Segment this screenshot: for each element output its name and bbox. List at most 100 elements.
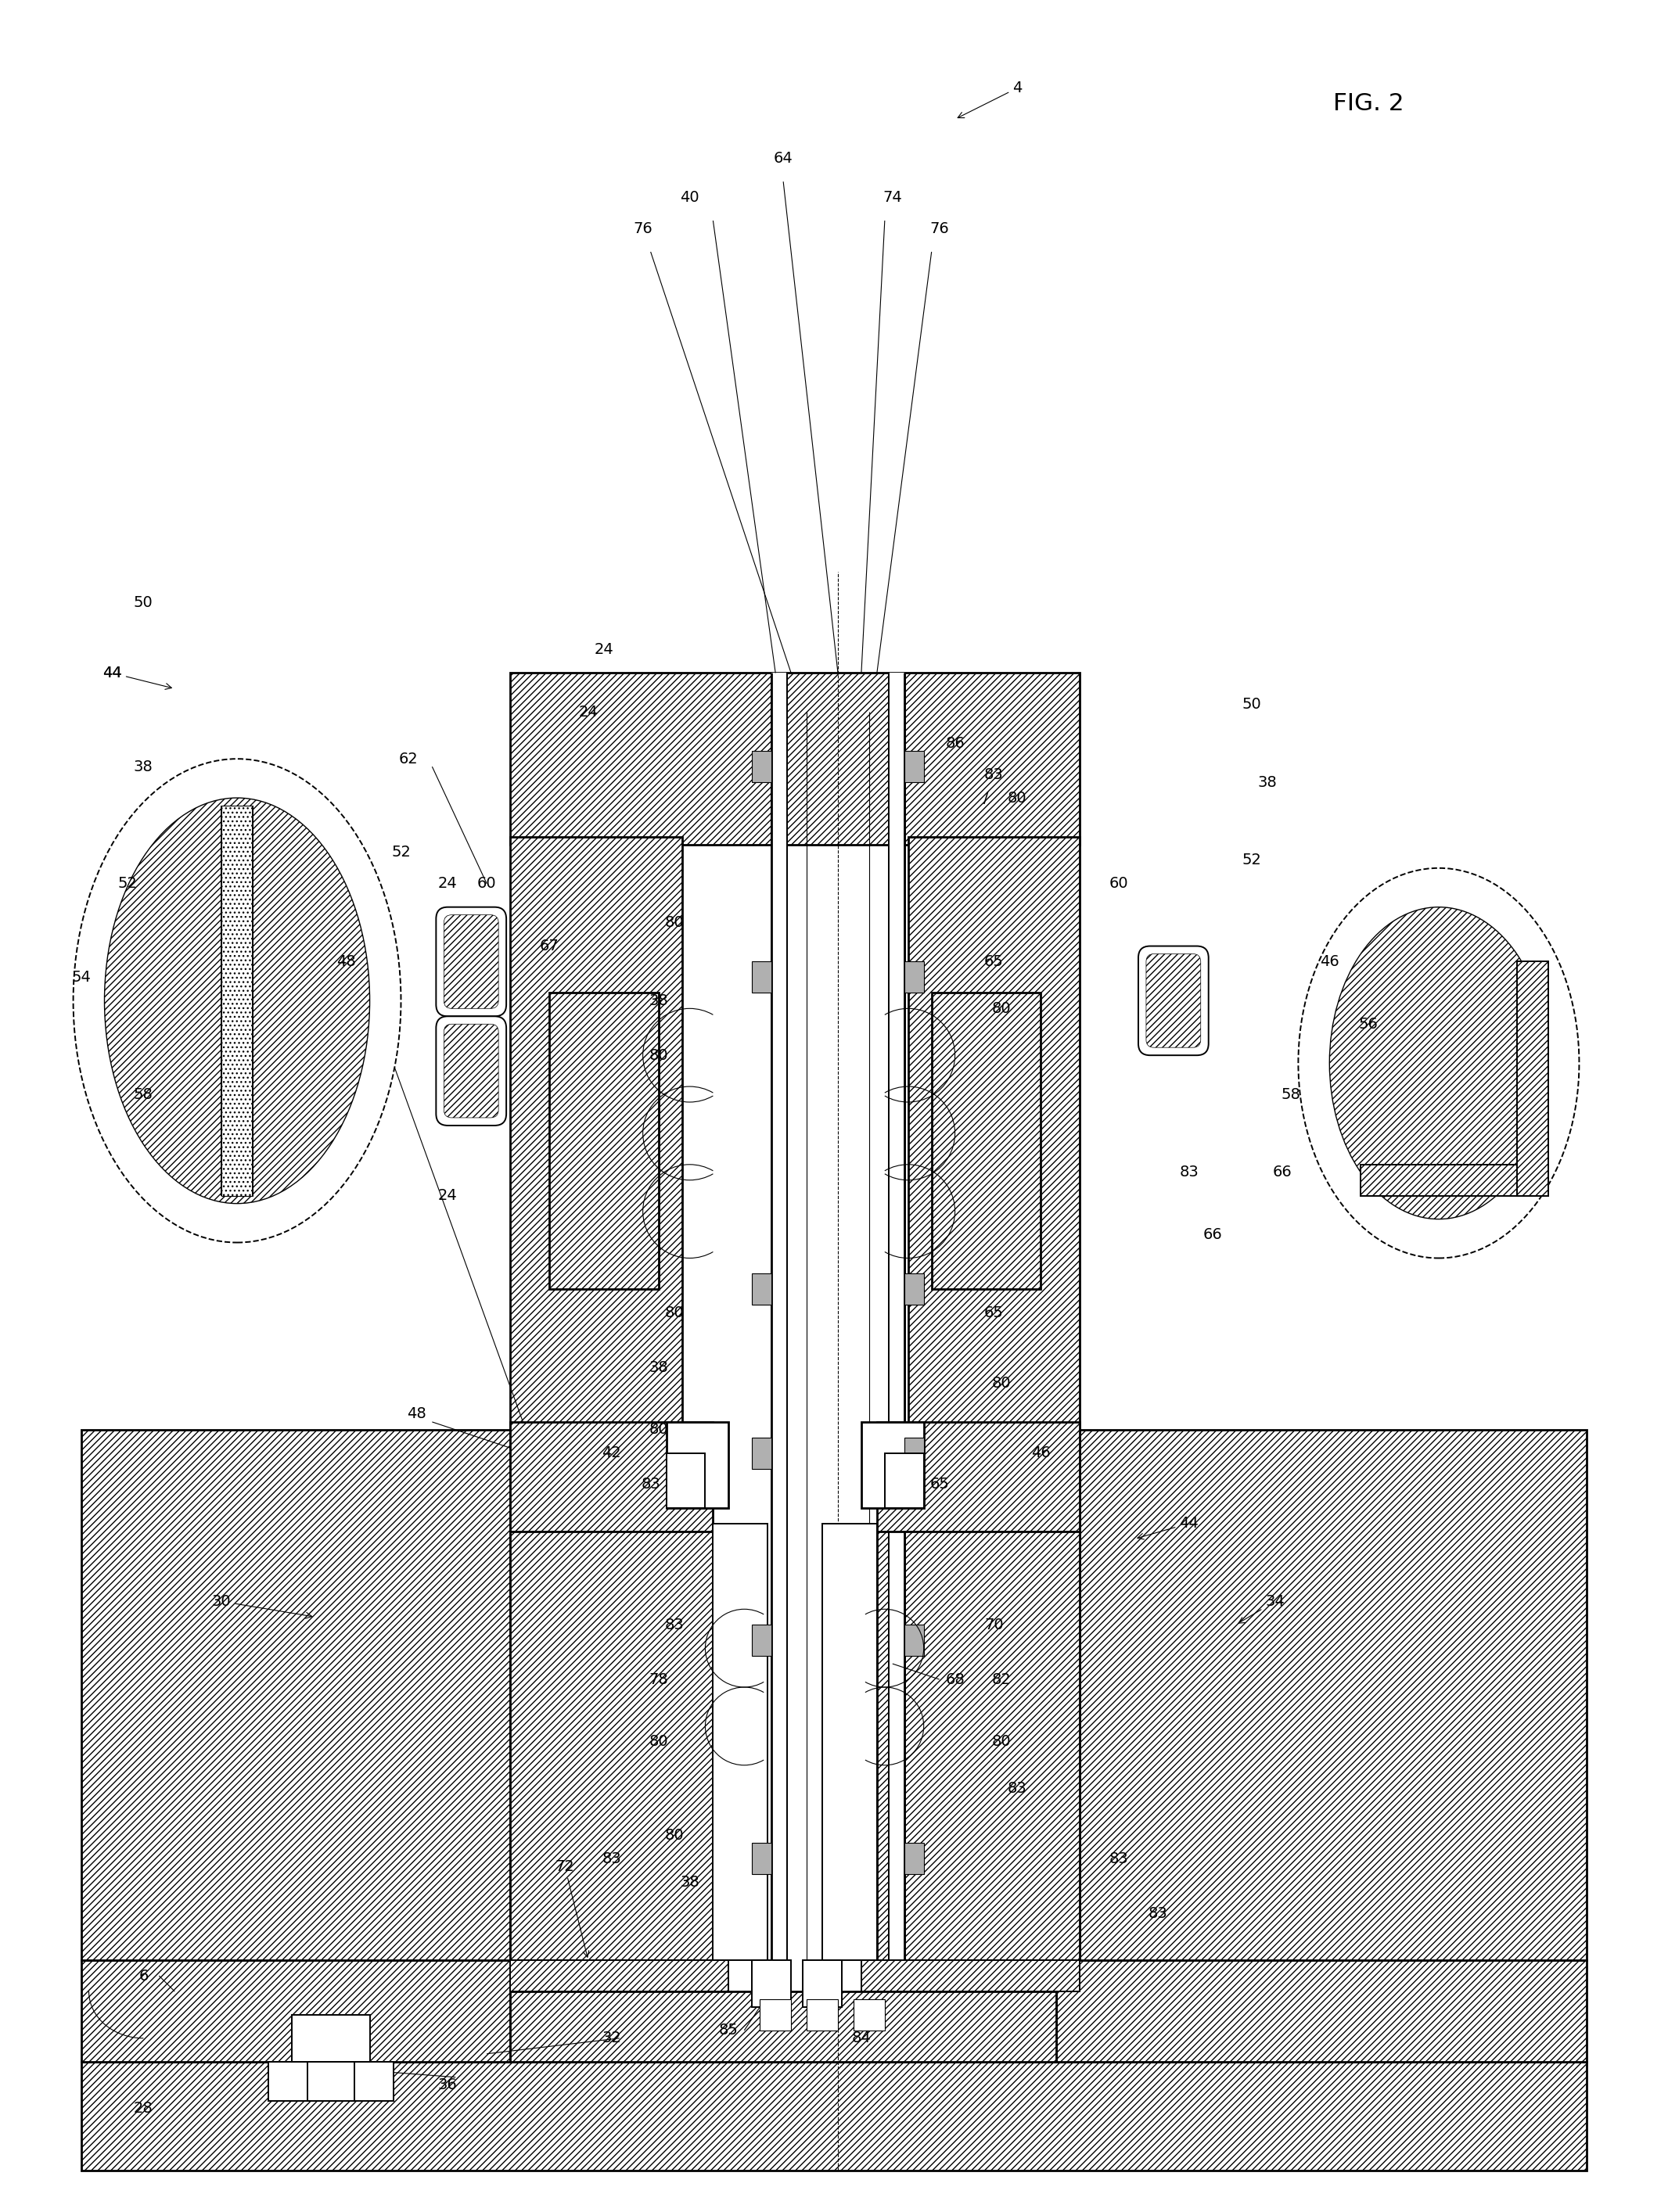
Text: 82: 82 [992, 1672, 1011, 1688]
Text: 52: 52 [1241, 854, 1261, 867]
FancyBboxPatch shape [1146, 953, 1201, 1048]
Text: 80: 80 [992, 1734, 1011, 1750]
Text: 38: 38 [1258, 774, 1276, 790]
Bar [904, 1626, 924, 1657]
Bar [807, 2000, 837, 2031]
FancyBboxPatch shape [444, 1024, 499, 1117]
Text: 65: 65 [984, 953, 1004, 969]
Bar [1056, 1960, 1586, 2062]
Bar [752, 962, 772, 993]
Bar [861, 1960, 1079, 1991]
Text: 80: 80 [1007, 790, 1027, 805]
Text: 66: 66 [1203, 1228, 1223, 1243]
Text: 38: 38 [133, 759, 153, 774]
Bar [761, 2000, 791, 2031]
Bar [292, 2015, 370, 2062]
Text: 60: 60 [1109, 876, 1129, 891]
Bar [802, 1960, 842, 2006]
Bar [877, 1524, 1079, 1960]
Bar [884, 1453, 924, 1509]
Text: 42: 42 [602, 1447, 620, 1460]
Text: 83: 83 [984, 768, 1004, 781]
Text: 67: 67 [539, 938, 559, 953]
Bar [510, 672, 1079, 845]
Bar [712, 1524, 837, 1960]
Text: 50: 50 [1241, 697, 1261, 712]
Bar [510, 1422, 712, 1531]
Bar [307, 2062, 354, 2101]
Text: 24: 24 [439, 876, 457, 891]
Bar [82, 2062, 1586, 2170]
Text: 80: 80 [664, 1827, 684, 1843]
Bar [904, 1274, 924, 1305]
Text: 46: 46 [1319, 953, 1339, 969]
Text: 52: 52 [392, 845, 410, 860]
Text: 24: 24 [439, 1188, 457, 1203]
Text: 80: 80 [992, 1376, 1011, 1391]
Text: 6: 6 [138, 1969, 148, 1984]
Bar [222, 805, 252, 1197]
Bar [82, 1960, 510, 2062]
Text: 60: 60 [477, 876, 497, 891]
Bar [904, 1438, 924, 1469]
Bar [752, 1438, 772, 1469]
Text: 72: 72 [555, 1858, 589, 1958]
Text: 38: 38 [681, 1876, 699, 1889]
Text: 4: 4 [957, 80, 1022, 117]
Text: 54: 54 [72, 969, 90, 984]
Bar [82, 1429, 510, 1960]
Bar [1516, 962, 1548, 1197]
Bar [1361, 1164, 1548, 1197]
Text: 44: 44 [102, 666, 172, 690]
Bar [904, 962, 924, 993]
Bar [889, 672, 904, 1975]
Text: 52: 52 [118, 876, 137, 891]
Text: 68: 68 [946, 1672, 964, 1688]
Bar [877, 1422, 1079, 1531]
Ellipse shape [105, 799, 370, 1203]
Text: 83: 83 [1007, 1781, 1027, 1796]
Text: 70: 70 [984, 1617, 1004, 1632]
Text: 38: 38 [649, 1360, 669, 1376]
Text: 83: 83 [664, 1617, 684, 1632]
Bar [269, 2062, 394, 2101]
Text: 76: 76 [634, 221, 652, 237]
Bar [752, 1626, 772, 1657]
Text: 76: 76 [929, 221, 949, 237]
Text: 44: 44 [1138, 1515, 1199, 1540]
Text: 74: 74 [882, 190, 902, 206]
Text: 83: 83 [1179, 1166, 1199, 1179]
Ellipse shape [1298, 867, 1580, 1259]
Bar [712, 1524, 767, 1960]
Bar [931, 993, 1041, 1290]
Bar [752, 1274, 772, 1305]
Bar [752, 752, 772, 783]
Text: 36: 36 [439, 2077, 457, 2093]
Text: 50: 50 [133, 595, 153, 611]
Text: 83: 83 [1109, 1851, 1129, 1867]
Bar [752, 1960, 791, 2006]
Text: 66: 66 [1273, 1166, 1293, 1179]
Text: 65: 65 [929, 1478, 949, 1491]
Bar [861, 1422, 924, 1509]
FancyBboxPatch shape [435, 907, 507, 1015]
Bar [510, 1524, 712, 1960]
Bar [904, 1843, 924, 1874]
Bar [1079, 1429, 1586, 1960]
Text: 44: 44 [102, 666, 122, 681]
Bar [510, 1960, 729, 1991]
FancyBboxPatch shape [435, 1015, 507, 1126]
Text: 83: 83 [602, 1851, 620, 1867]
Text: 80: 80 [664, 1305, 684, 1321]
Text: 78: 78 [649, 1672, 669, 1688]
Bar [907, 836, 1079, 1429]
Text: 24: 24 [579, 706, 597, 719]
Text: 80: 80 [992, 1002, 1011, 1015]
Text: 40: 40 [681, 190, 699, 206]
Ellipse shape [73, 759, 400, 1243]
Text: 64: 64 [774, 150, 792, 166]
Bar [666, 1422, 729, 1509]
Bar [510, 1991, 1056, 2062]
Text: 84: 84 [852, 2031, 871, 2046]
Bar [666, 1453, 706, 1509]
